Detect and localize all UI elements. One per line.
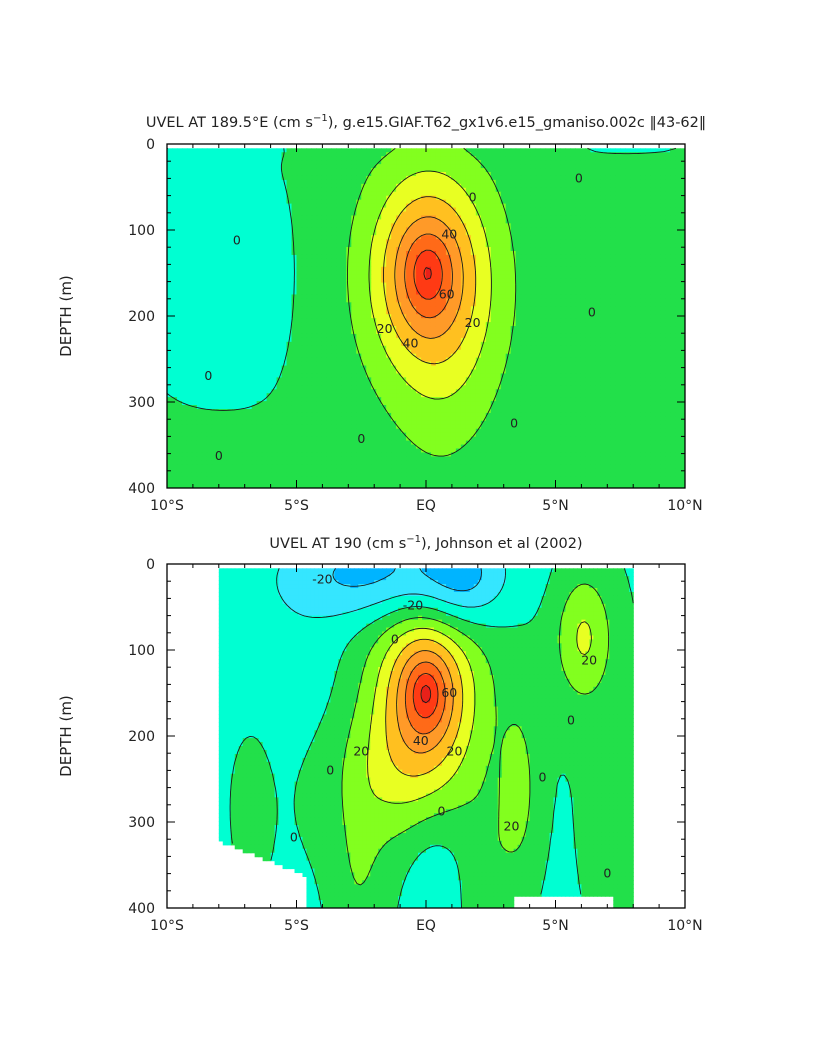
contour-label: 20	[465, 315, 481, 330]
contour-line	[368, 170, 492, 400]
contour-label: 0	[588, 305, 596, 320]
x-tick-label: EQ	[416, 918, 436, 934]
contour-lines	[229, 568, 634, 908]
contour-line	[385, 638, 464, 777]
y-tick-label: 300	[128, 395, 155, 411]
x-tick-label: 10°N	[667, 498, 702, 514]
contour-panel-1: 0 0 0 0 0 0 0 0 20 20 40 40 60 10°S 5°S EQ 5°N 10°N 0 100 20…	[57, 113, 706, 514]
contour-label: 40	[403, 336, 419, 351]
contour-label: 20	[353, 744, 369, 759]
contour-line	[367, 621, 592, 804]
x-tick-label: 5°S	[284, 498, 309, 514]
contour-label: 60	[441, 685, 457, 700]
contour-line	[396, 650, 454, 754]
contour-line	[332, 568, 482, 592]
contour-label: 0	[438, 804, 446, 819]
contour-label: -20	[312, 572, 332, 587]
axis-ticks	[166, 143, 686, 489]
contour-label: 0	[357, 431, 365, 446]
contour-label: 0	[233, 232, 241, 247]
contour-label: 0	[575, 170, 583, 185]
title-prefix: UVEL AT 190 (cm s	[269, 536, 406, 552]
title-suffix: ), Johnson et al (2002)	[421, 536, 583, 552]
axis-ticks	[166, 563, 686, 909]
x-tick-label: 10°N	[667, 918, 702, 934]
y-tick-label: 200	[128, 729, 155, 745]
contour-line	[412, 672, 439, 719]
y-tick-label: 400	[128, 901, 155, 917]
contour-line	[404, 233, 453, 319]
contour-label: 0	[469, 189, 477, 204]
title-superscript: −1	[406, 534, 421, 545]
contour-panel-2: -20 -20 0 0 0 0 0 0 0 20 20 20 20 40 60 10°S 5°S EQ 5°N 10°…	[57, 534, 703, 934]
contour-label: 40	[413, 733, 429, 748]
y-tick-label: 100	[128, 223, 155, 239]
y-tick-label: 0	[146, 557, 155, 573]
x-tick-label: EQ	[416, 498, 436, 514]
contour-line	[394, 216, 464, 339]
contour-line	[423, 267, 432, 280]
contour-line	[347, 147, 517, 457]
contour-label: 0	[215, 448, 223, 463]
x-tick-label: 5°S	[284, 918, 309, 934]
title-prefix: UVEL AT 189.5°E (cm s	[146, 115, 313, 131]
x-tick-label: 5°N	[542, 918, 568, 934]
y-tick-label: 100	[128, 643, 155, 659]
contour-label: 20	[581, 652, 597, 667]
x-tick-label: 5°N	[542, 498, 568, 514]
contour-line	[420, 684, 432, 704]
contour-label: 20	[447, 744, 463, 759]
contour-line	[404, 661, 446, 735]
chart-title: UVEL AT 189.5°E (cm s−1), g.e15.GIAF.T62…	[146, 113, 706, 131]
contour-line	[276, 568, 506, 618]
contour-line	[413, 249, 443, 300]
contour-label: 0	[290, 830, 298, 845]
contour-label: 0	[539, 769, 547, 784]
title-suffix: ), g.e15.GIAF.T62_gx1v6.e15_gmaniso.002c…	[328, 115, 706, 131]
y-axis-label: DEPTH (m)	[57, 275, 75, 357]
contour-label: 0	[204, 368, 212, 383]
contour-line	[341, 583, 610, 886]
title-superscript: −1	[313, 113, 328, 124]
contour-line	[229, 568, 634, 908]
shaded-field	[167, 148, 685, 488]
x-tick-label: 10°S	[150, 498, 184, 514]
y-tick-label: 400	[128, 481, 155, 497]
y-axis-label: DEPTH (m)	[57, 695, 75, 777]
contour-label: 0	[510, 416, 518, 431]
chart-title: UVEL AT 190 (cm s−1), Johnson et al (200…	[269, 534, 582, 552]
contour-label: 20	[504, 818, 520, 833]
contour-label: 0	[603, 866, 611, 881]
contour-line	[383, 196, 477, 365]
y-tick-label: 200	[128, 309, 155, 325]
contour-label: 40	[441, 226, 457, 241]
contour-label: 0	[326, 762, 334, 777]
contour-label: 0	[391, 632, 399, 647]
y-tick-label: 300	[128, 815, 155, 831]
contour-label: -20	[403, 597, 423, 612]
contour-label: 20	[377, 321, 393, 336]
contour-label: 0	[567, 713, 575, 728]
y-tick-label: 0	[146, 137, 155, 153]
x-tick-label: 10°S	[150, 918, 184, 934]
contour-label: 60	[439, 287, 455, 302]
